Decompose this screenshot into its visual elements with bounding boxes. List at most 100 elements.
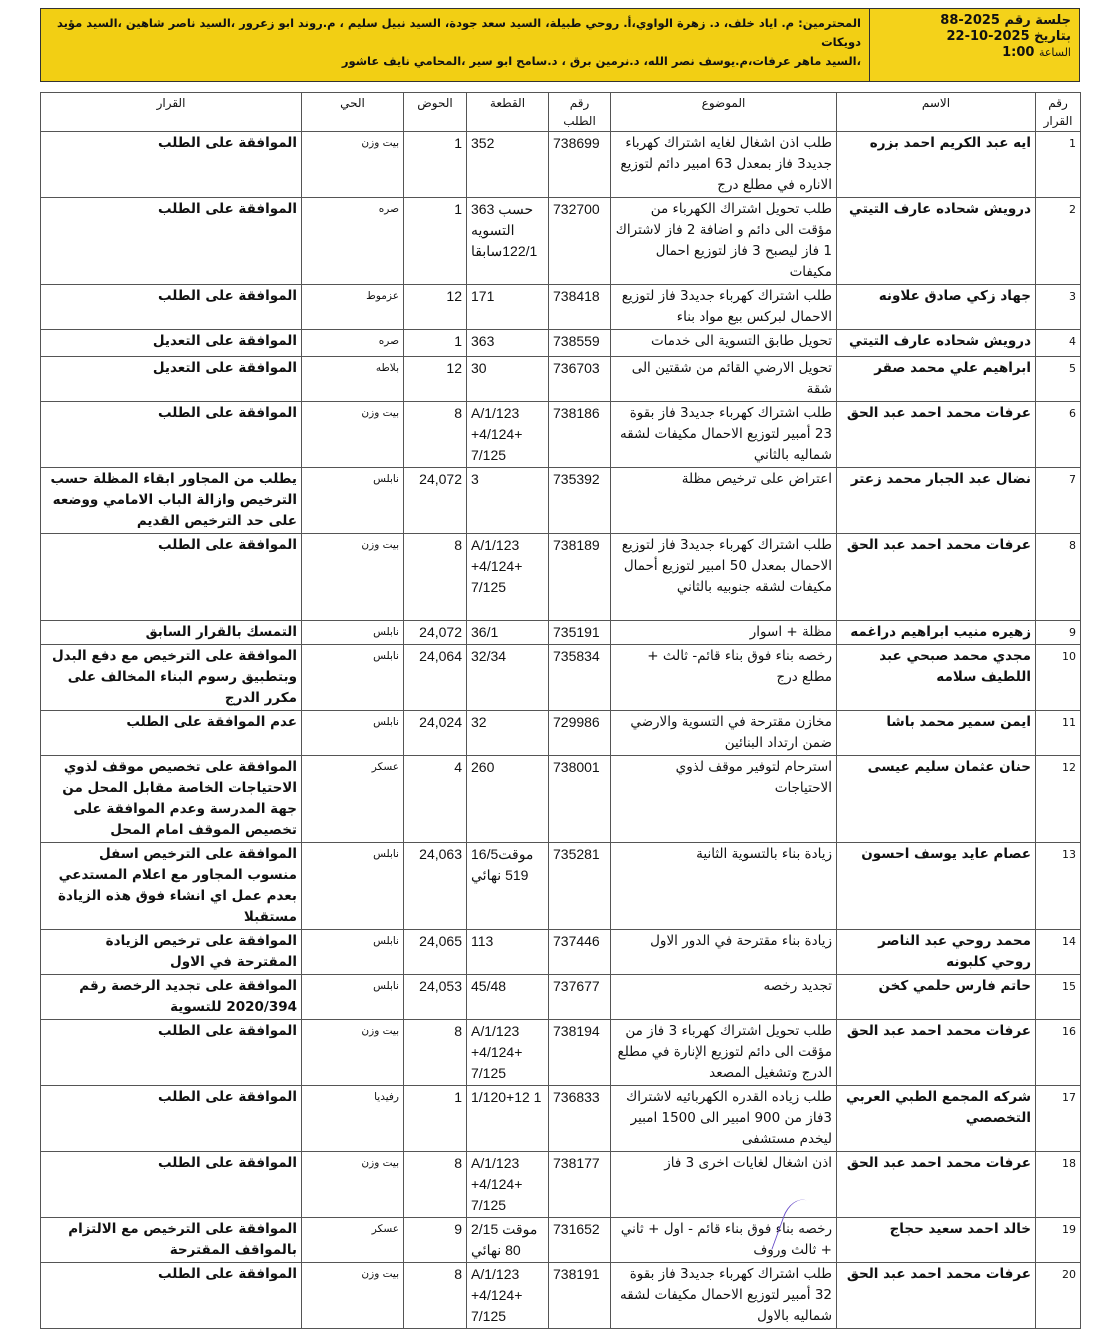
session-number: جلسة رقم 2025-88 bbox=[940, 13, 1071, 28]
cell-decision-no: 15 bbox=[1035, 974, 1081, 1020]
cell-request-no: 738194 bbox=[548, 1019, 611, 1086]
cell-parcel: 363 حسب التسويه 122/1سابقا bbox=[466, 197, 549, 285]
cell-parcel: 45/48 bbox=[466, 974, 549, 1020]
attendees: المحترمين: م. اياد خلف، د. زهرة الواوي،أ… bbox=[41, 9, 869, 81]
cell-decision-no: 19 bbox=[1035, 1217, 1081, 1263]
cell-decision-no: 4 bbox=[1035, 329, 1081, 357]
cell-basin: 4 bbox=[403, 755, 467, 843]
table-row: 6 عرفات محمد احمد عبد الحق طلب اشتراك كهرب… bbox=[40, 401, 1081, 468]
table-row: 20 عرفات محمد احمد عبد الحق طلب اشتراك كهر… bbox=[40, 1262, 1081, 1329]
cell-request-no: 738559 bbox=[548, 329, 611, 357]
cell-decision-no: 7 bbox=[1035, 467, 1081, 534]
cell-basin: 24,024 bbox=[403, 710, 467, 756]
cell-request-no: 735281 bbox=[548, 842, 611, 930]
cell-name: حنان عثمان سليم عيسى bbox=[836, 755, 1036, 843]
cell-basin: 1 bbox=[403, 131, 467, 198]
cell-subject: اعتراض على ترخيص مظلة bbox=[610, 467, 837, 534]
cell-decision-no: 13 bbox=[1035, 842, 1081, 930]
cell-decision: الموافقة على الطلب bbox=[40, 401, 302, 468]
cell-request-no: 738418 bbox=[548, 284, 611, 330]
cell-decision: التمسك بالقرار السابق bbox=[40, 620, 302, 645]
cell-decision: الموافقة على الطلب bbox=[40, 284, 302, 330]
cell-basin: 8 bbox=[403, 1019, 467, 1086]
cell-parcel: 113 bbox=[466, 929, 549, 975]
cell-name: مجدي محمد صبحي عبد اللطيف سلامه bbox=[836, 644, 1036, 711]
table-row: 3 جهاد زكي صادق علاونه طلب اشتراك كهرباء ج… bbox=[40, 284, 1081, 330]
cell-parcel: 3 bbox=[466, 467, 549, 534]
cell-name: زهيره منيب ابراهيم دراغمه bbox=[836, 620, 1036, 645]
cell-subject: رخصه بناء فوق بناء قائم - اول + ثاني + ث… bbox=[610, 1217, 837, 1263]
table-row: 12 حنان عثمان سليم عيسى استرحام لتوفير موق… bbox=[40, 755, 1081, 843]
cell-basin: 8 bbox=[403, 1151, 467, 1218]
table-row: 13 عصام عايد يوسف احسون زيادة بناء بالتسوي… bbox=[40, 842, 1081, 930]
cell-subject: استرحام لتوفير موقف لذوي الاحتياجات bbox=[610, 755, 837, 843]
cell-district: بيت وزن bbox=[301, 401, 404, 468]
cell-parcel: 32/34 bbox=[466, 644, 549, 711]
cell-decision-no: 6 bbox=[1035, 401, 1081, 468]
cell-district: بيت وزن bbox=[301, 1019, 404, 1086]
cell-decision-no: 18 bbox=[1035, 1151, 1081, 1218]
session-time: الساعة 1:00 bbox=[878, 45, 1071, 61]
cell-basin: 24,065 bbox=[403, 929, 467, 975]
cell-decision-no: 2 bbox=[1035, 197, 1081, 285]
table-row: 10 مجدي محمد صبحي عبد اللطيف سلامه رخصه بن… bbox=[40, 644, 1081, 711]
cell-decision: الموافقة على ترخيص الزيادة المقترحة في ا… bbox=[40, 929, 302, 975]
cell-parcel: 2/15 موقت 80 نهائي bbox=[466, 1217, 549, 1263]
cell-basin: 24,072 bbox=[403, 620, 467, 645]
col-header-decision: القرار bbox=[40, 92, 302, 132]
cell-basin: 12 bbox=[403, 356, 467, 402]
cell-parcel: 36/1 bbox=[466, 620, 549, 645]
decisions-table: رقم القرار الاسم الموضوع رقم الطلب القطع… bbox=[40, 92, 1081, 1329]
cell-parcel: 363 bbox=[466, 329, 549, 357]
cell-decision: الموافقة على التعديل bbox=[40, 329, 302, 357]
cell-parcel: A/1/123 +4/124+ 7/125 bbox=[466, 1151, 549, 1218]
time-label: الساعة bbox=[1038, 46, 1071, 59]
cell-decision: الموافقة على الطلب bbox=[40, 1262, 302, 1329]
cell-name: عرفات محمد احمد عبد الحق bbox=[836, 1019, 1036, 1086]
cell-subject: طلب اشتراك كهرباء جديد3 فاز بقوة 32 أمبي… bbox=[610, 1262, 837, 1329]
cell-basin: 8 bbox=[403, 1262, 467, 1329]
col-header-decision-no: رقم القرار bbox=[1035, 92, 1081, 132]
attendees-line-1: المحترمين: م. اياد خلف، د. زهرة الواوي،أ… bbox=[56, 16, 861, 49]
cell-decision-no: 11 bbox=[1035, 710, 1081, 756]
table-row: 19 خالد احمد سعيد حجاج رخصه بناء فوق بناء … bbox=[40, 1217, 1081, 1263]
table-row: 7 نضال عبد الجبار محمد زعتر اعتراض على ترخ… bbox=[40, 467, 1081, 534]
cell-district: بيت وزن bbox=[301, 533, 404, 621]
cell-parcel: 16/5موقت 519 نهائي bbox=[466, 842, 549, 930]
cell-parcel: A/1/123 +4/124+ 7/125 bbox=[466, 533, 549, 621]
cell-basin: 8 bbox=[403, 533, 467, 621]
cell-request-no: 731652 bbox=[548, 1217, 611, 1263]
cell-district: صره bbox=[301, 197, 404, 285]
cell-decision: يطلب من المجاور ابقاء المظلة حسب الترخيص… bbox=[40, 467, 302, 534]
cell-decision-no: 17 bbox=[1035, 1085, 1081, 1152]
cell-district: صره bbox=[301, 329, 404, 357]
cell-request-no: 732700 bbox=[548, 197, 611, 285]
cell-decision-no: 16 bbox=[1035, 1019, 1081, 1086]
cell-decision: الموافقة على التعديل bbox=[40, 356, 302, 402]
cell-request-no: 738699 bbox=[548, 131, 611, 198]
cell-parcel: 32 bbox=[466, 710, 549, 756]
cell-subject: طلب اشتراك كهرباء جديد3 فاز لتوزيع الاحم… bbox=[610, 284, 837, 330]
cell-basin: 24,072 bbox=[403, 467, 467, 534]
cell-decision: الموافقة على الطلب bbox=[40, 1085, 302, 1152]
table-row: 9 زهيره منيب ابراهيم دراغمه مظلة + اسوار 73… bbox=[40, 620, 1081, 645]
cell-basin: 1 bbox=[403, 329, 467, 357]
cell-name: درويش شحاده عارف التيتي bbox=[836, 197, 1036, 285]
cell-subject: مظلة + اسوار bbox=[610, 620, 837, 645]
cell-name: عرفات محمد احمد عبد الحق bbox=[836, 401, 1036, 468]
cell-basin: 1 bbox=[403, 197, 467, 285]
cell-name: ايه عبد الكريم احمد بزره bbox=[836, 131, 1036, 198]
cell-decision: الموافقة على الترخيص اسفل منسوب المجاور … bbox=[40, 842, 302, 930]
cell-request-no: 738186 bbox=[548, 401, 611, 468]
cell-request-no: 736703 bbox=[548, 356, 611, 402]
cell-district: نابلس bbox=[301, 842, 404, 930]
attendees-line-2: ،السيد ماهر عرفات،م.يوسف نصر الله، د.نرم… bbox=[341, 54, 861, 68]
col-header-parcel: القطعة bbox=[466, 92, 549, 132]
cell-subject: طلب اذن اشغال لغايه اشتراك كهرباء جديد3 … bbox=[610, 131, 837, 198]
table-row: 1 ايه عبد الكريم احمد بزره طلب اذن اشغال ل… bbox=[40, 131, 1081, 198]
cell-basin: 24,053 bbox=[403, 974, 467, 1020]
cell-decision: الموافقة على الطلب bbox=[40, 1019, 302, 1086]
table-row: 18 عرفات محمد احمد عبد الحق اذن اشغال لغاي… bbox=[40, 1151, 1081, 1218]
cell-parcel: 1/120+12 1 bbox=[466, 1085, 549, 1152]
cell-basin: 12 bbox=[403, 284, 467, 330]
